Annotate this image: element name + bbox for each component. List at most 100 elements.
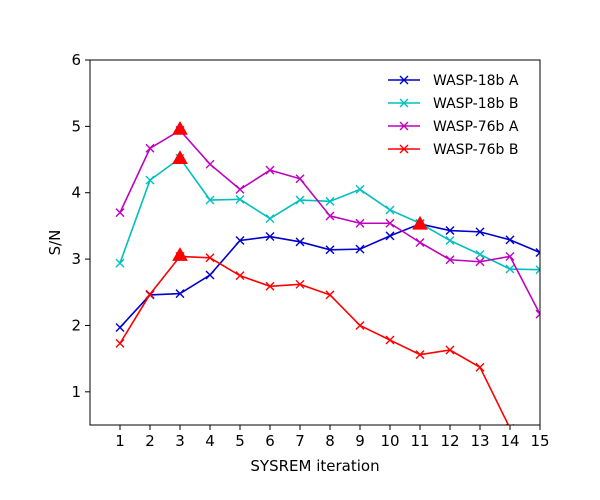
data-point-wasp-76b-b [205, 253, 215, 263]
y-tick-label: 3 [71, 250, 81, 268]
highlight-triangle-marker [172, 150, 188, 164]
data-point-wasp-18b-b [235, 194, 245, 204]
legend-marker [399, 98, 409, 108]
x-tick-label: 5 [235, 432, 245, 450]
x-tick-label: 11 [410, 432, 429, 450]
legend-entry-wasp-18b-a: WASP-18b A [388, 73, 519, 89]
data-point-wasp-18b-b [445, 236, 455, 246]
data-point-wasp-18b-a [175, 289, 185, 299]
highlight-layer [172, 121, 428, 261]
data-point-wasp-76b-b [115, 338, 125, 348]
data-point-wasp-18b-b [265, 214, 275, 224]
x-tick-label: 3 [175, 432, 185, 450]
data-point-wasp-18b-b [115, 258, 125, 268]
data-point-wasp-76b-a [145, 143, 155, 153]
data-point-wasp-18b-b [205, 195, 215, 205]
data-point-wasp-18b-a [505, 235, 515, 245]
data-point-wasp-18b-a [475, 227, 485, 237]
data-point-wasp-76b-a [265, 165, 275, 175]
legend-marker [399, 75, 409, 85]
data-point-wasp-76b-a [475, 257, 485, 267]
data-point-wasp-76b-b [265, 281, 275, 291]
data-point-wasp-18b-b [385, 205, 395, 215]
series-wasp-76b-b [115, 251, 515, 425]
x-tick-label: 2 [145, 432, 155, 450]
legend-entry-wasp-18b-b: WASP-18b B [388, 96, 518, 112]
data-point-wasp-18b-a [295, 237, 305, 247]
data-point-wasp-18b-b [475, 249, 485, 259]
data-point-wasp-18b-a [115, 322, 125, 332]
data-point-wasp-18b-a [325, 245, 335, 255]
x-tick-label: 13 [470, 432, 489, 450]
data-point-wasp-76b-b [295, 279, 305, 289]
data-point-wasp-76b-b [475, 362, 485, 372]
data-point-wasp-76b-a [385, 218, 395, 228]
highlight-triangle-marker [172, 247, 188, 261]
highlight-triangle-marker [172, 121, 188, 135]
y-tick-label: 1 [71, 383, 81, 401]
series-line-wasp-18b-a [119, 223, 540, 328]
data-point-wasp-18b-a [355, 244, 365, 254]
data-point-wasp-18b-a [265, 232, 275, 242]
legend-label: WASP-76b A [433, 119, 519, 135]
y-tick-label: 5 [71, 117, 81, 135]
data-point-wasp-18b-a [205, 270, 215, 280]
data-point-wasp-76b-b [355, 320, 365, 330]
data-point-wasp-18b-b [295, 195, 305, 205]
legend-marker [399, 144, 409, 154]
y-axis-ticks: 1 2 3 4 5 6 [71, 51, 90, 401]
data-point-wasp-76b-b [235, 271, 245, 281]
data-point-wasp-18b-a [535, 247, 540, 257]
series-wasp-18b-a [115, 219, 540, 332]
legend-label: WASP-18b A [433, 73, 519, 89]
legend: WASP-18b A WASP-18b B WASP-76b A WASP-76b B [388, 73, 519, 158]
data-point-wasp-76b-a [325, 211, 335, 221]
data-point-wasp-18b-a [445, 226, 455, 236]
data-point-wasp-76b-b [445, 345, 455, 355]
data-point-wasp-18b-a [235, 236, 245, 246]
data-point-wasp-18b-b [535, 265, 540, 275]
y-axis-label: S/N [46, 230, 64, 256]
x-axis-ticks: 1 2 3 4 5 6 7 8 9 10 11 12 13 14 15 [115, 425, 550, 450]
data-point-wasp-76b-a [205, 159, 215, 169]
data-point-wasp-76b-a [415, 238, 425, 247]
y-tick-label: 4 [71, 184, 81, 202]
x-tick-label: 12 [440, 432, 459, 450]
data-point-wasp-76b-b [325, 290, 335, 300]
series-line-wasp-76b-b [119, 255, 510, 425]
data-point-wasp-76b-b [145, 289, 155, 299]
x-tick-label: 1 [115, 432, 125, 450]
x-tick-label: 6 [265, 432, 275, 450]
legend-entry-wasp-76b-b: WASP-76b B [388, 142, 518, 158]
x-tick-label: 15 [530, 432, 549, 450]
data-point-wasp-18b-b [505, 264, 515, 274]
data-point-wasp-76b-a [235, 184, 245, 194]
data-point-wasp-76b-a [445, 255, 455, 265]
data-point-wasp-76b-b [415, 350, 425, 360]
data-point-wasp-76b-a [535, 309, 540, 319]
data-point-wasp-76b-b [385, 335, 395, 345]
x-tick-label: 7 [295, 432, 305, 450]
data-point-wasp-76b-a [355, 218, 365, 228]
legend-label: WASP-76b B [433, 142, 518, 158]
series-wasp-76b-a [115, 125, 540, 319]
x-axis-label: SYSREM iteration [250, 457, 379, 475]
x-tick-label: 10 [380, 432, 399, 450]
y-tick-label: 2 [71, 316, 81, 334]
highlight-triangle-marker [412, 215, 428, 230]
x-tick-label: 4 [205, 432, 215, 450]
legend-marker [399, 121, 409, 131]
data-point-wasp-76b-a [505, 251, 515, 261]
y-tick-label: 6 [71, 51, 81, 69]
data-point-wasp-18b-b [325, 196, 335, 206]
axes-frame [89, 59, 541, 426]
data-point-wasp-18b-a [385, 231, 395, 241]
data-point-wasp-76b-a [115, 208, 125, 218]
series-layer [115, 125, 540, 425]
x-tick-label: 8 [325, 432, 335, 450]
data-point-wasp-18b-b [355, 184, 365, 194]
x-tick-label: 14 [500, 432, 519, 450]
data-point-wasp-18b-b [145, 175, 155, 185]
legend-label: WASP-18b B [433, 96, 518, 112]
